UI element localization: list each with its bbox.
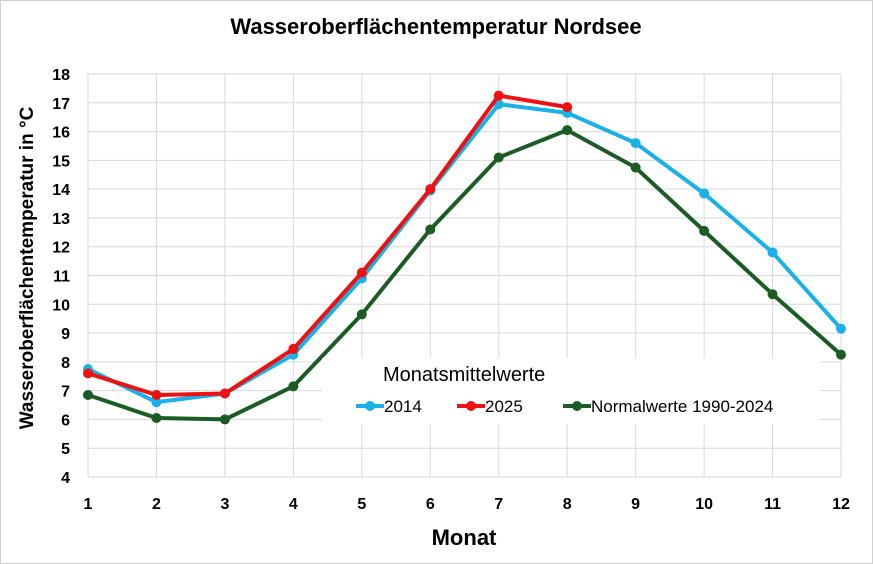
series-layer — [83, 90, 846, 425]
y-tick-label: 6 — [61, 412, 70, 429]
series-2025 — [83, 90, 573, 400]
data-point — [83, 368, 93, 379]
data-point — [219, 414, 230, 425]
y-tick-label: 8 — [61, 355, 70, 372]
x-tick-label: 9 — [631, 496, 640, 513]
x-tick-label: 3 — [220, 496, 229, 513]
y-tick-label: 4 — [61, 470, 70, 487]
data-point — [630, 138, 641, 149]
x-tick-label: 2 — [152, 496, 161, 513]
y-tick-label: 16 — [52, 125, 70, 142]
y-tick-label: 18 — [52, 67, 70, 84]
data-point — [356, 309, 367, 320]
y-tick-label: 15 — [52, 153, 70, 170]
data-point — [425, 184, 436, 195]
data-point — [699, 188, 710, 199]
x-tick-label: 10 — [695, 496, 713, 513]
data-point — [288, 343, 299, 354]
y-tick-label: 7 — [61, 384, 70, 401]
legend-label: 2014 — [384, 397, 422, 416]
legend-label: 2025 — [485, 397, 523, 416]
x-tick-label: 12 — [832, 496, 850, 513]
data-point — [493, 152, 504, 163]
x-tick-label: 8 — [563, 496, 572, 513]
x-tick-label: 7 — [494, 496, 503, 513]
x-tick-label: 5 — [357, 496, 366, 513]
data-point — [288, 381, 299, 392]
data-point — [425, 224, 436, 235]
series-line — [86, 93, 570, 397]
x-tick-label: 1 — [84, 496, 93, 513]
legend: Monatsmittelwerte 2014 2025 Normalwerte 19… — [322, 358, 820, 424]
y-tick-label: 14 — [52, 182, 70, 199]
x-axis-title: Monat — [432, 525, 497, 550]
data-point — [151, 412, 162, 423]
data-point — [493, 90, 504, 101]
legend-marker — [466, 401, 476, 411]
x-tick-label: 6 — [426, 496, 435, 513]
data-point — [219, 388, 230, 399]
legend-title: Monatsmittelwerte — [383, 364, 545, 386]
data-point — [767, 247, 778, 258]
legend-marker — [572, 401, 582, 411]
data-point — [767, 289, 778, 300]
y-tick-label: 13 — [52, 211, 70, 228]
y-tick-label: 11 — [53, 269, 70, 286]
x-tick-label: 4 — [289, 496, 298, 513]
data-point — [151, 397, 162, 408]
y-tick-label: 5 — [61, 441, 70, 458]
series-line — [86, 128, 843, 422]
legend-background — [322, 358, 820, 424]
legend-label: Normalwerte 1990-2024 — [591, 397, 773, 416]
y-tick-label: 10 — [52, 297, 70, 314]
legend-marker — [365, 401, 375, 411]
data-point — [562, 125, 573, 136]
y-tick-label: 9 — [61, 326, 70, 343]
y-tick-label: 12 — [52, 240, 70, 257]
y-axis-title: Wasseroberflächentemperatur in °C — [17, 106, 38, 429]
data-point — [562, 102, 573, 113]
data-point — [836, 349, 846, 360]
series-normalwerte-1990-2024 — [83, 125, 846, 425]
grid — [87, 73, 842, 478]
data-point — [151, 389, 162, 400]
x-tick-label: 11 — [764, 496, 781, 513]
y-tick-label: 17 — [52, 96, 70, 113]
data-point — [699, 225, 710, 236]
chart-title: Wasseroberflächentemperatur Nordsee — [230, 14, 641, 39]
data-point — [630, 162, 641, 173]
data-point — [83, 389, 93, 400]
x-tick-labels: 1 2 3 4 5 6 7 8 9 10 11 12 — [84, 496, 850, 513]
data-point — [836, 323, 846, 334]
data-point — [356, 267, 367, 278]
y-tick-labels: 4 5 6 7 8 9 10 11 12 13 14 15 16 17 18 — [52, 67, 70, 487]
